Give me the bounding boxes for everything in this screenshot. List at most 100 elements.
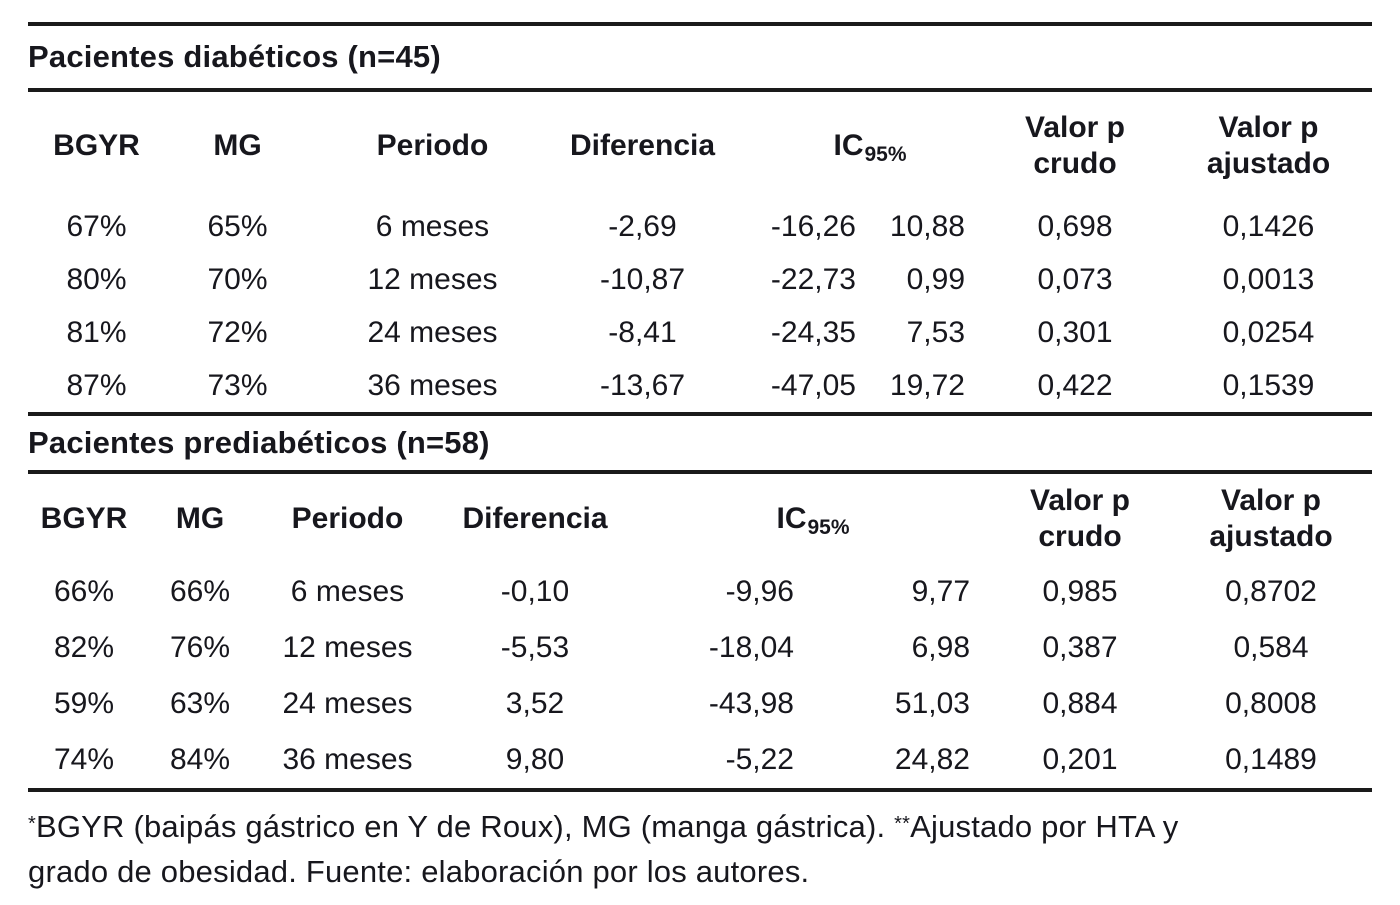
cell-ic-low: -9,96 [725, 575, 794, 608]
col-header-ic95: IC95% [730, 92, 985, 200]
cell-diferencia: 9,80 [505, 743, 565, 776]
footnote-text: Ajustado por HTA y [910, 809, 1179, 844]
prediabetic-patients-table: BGYR MG Periodo Diferencia IC95% Valor p… [28, 474, 1372, 788]
col-header-diferencia: Diferencia [462, 502, 608, 535]
section-title-text: Pacientes prediabéticos (n=58) [28, 425, 490, 460]
cell-ic-low: -47,05 [770, 368, 856, 402]
cell-ic-high: 24,82 [894, 743, 970, 776]
section-title-prediabetic: Pacientes prediabéticos (n=58) [28, 416, 1372, 470]
cell-p-ajustado: 0,0013 [1222, 262, 1315, 296]
cell-mg: 65% [207, 209, 268, 243]
cell-periodo: 24 meses [367, 315, 498, 349]
table-row: 87% 73% 36 meses -13,67 -47,05 19,72 0,4… [28, 359, 1372, 412]
table-row: 66% 66% 6 meses -0,10 -9,96 9,77 0,985 0… [28, 564, 1372, 620]
cell-p-ajustado: 0,0254 [1222, 315, 1315, 349]
cell-ic-high: 7,53 [906, 315, 965, 349]
cell-ic-low: -43,98 [708, 687, 794, 720]
cell-bgyr: 82% [53, 631, 115, 664]
cell-p-ajustado: 0,1539 [1222, 368, 1315, 402]
table-row: 81% 72% 24 meses -8,41 -24,35 7,53 0,301… [28, 306, 1372, 359]
p-crudo-line2: crudo [1038, 520, 1122, 553]
table-row: 82% 76% 12 meses -5,53 -18,04 6,98 0,387… [28, 620, 1372, 676]
cell-bgyr: 59% [53, 687, 115, 720]
col-header-mg: MG [213, 129, 262, 162]
cell-periodo: 24 meses [282, 687, 413, 720]
cell-periodo: 36 meses [367, 368, 498, 402]
cell-periodo: 6 meses [290, 575, 405, 608]
cell-p-ajustado: 0,8702 [1225, 575, 1317, 608]
cell-p-crudo: 0,201 [1042, 743, 1118, 776]
cell-diferencia: -0,10 [500, 575, 570, 608]
cell-bgyr: 66% [53, 575, 115, 608]
table-row: 74% 84% 36 meses 9,80 -5,22 24,82 0,201 … [28, 732, 1372, 788]
cell-diferencia: -13,67 [599, 368, 686, 402]
top-rule [28, 22, 1372, 26]
col-header-bgyr: BGYR [53, 129, 140, 162]
col-header-p-ajustado: Valor p ajustado [1165, 92, 1372, 200]
cell-p-ajustado: 0,8008 [1225, 687, 1317, 720]
col-header-bgyr: BGYR [40, 502, 128, 535]
ic-subscript: 95% [807, 516, 850, 539]
p-crudo-line1: Valor p [1029, 484, 1131, 517]
p-crudo-line1: Valor p [1024, 111, 1126, 144]
col-header-diferencia: Diferencia [569, 129, 716, 162]
cell-bgyr: 67% [66, 209, 127, 243]
divider-rule [28, 88, 1372, 92]
table-row: 59% 63% 24 meses 3,52 -43,98 51,03 0,884… [28, 676, 1372, 732]
cell-ic-high: 0,99 [906, 262, 965, 296]
col-header-ic95: IC95% [635, 474, 990, 564]
bottom-rule [28, 788, 1372, 792]
header-row: BGYR MG Periodo Diferencia IC95% Valor p… [28, 474, 1372, 564]
cell-diferencia: -10,87 [599, 262, 686, 296]
table-row: 80% 70% 12 meses -10,87 -22,73 0,99 0,07… [28, 253, 1372, 306]
cell-ic-low: -22,73 [770, 262, 856, 296]
cell-mg: 66% [169, 575, 231, 608]
cell-diferencia: -8,41 [608, 315, 677, 349]
col-header-p-crudo: Valor p crudo [990, 474, 1170, 564]
col-header-mg: MG [175, 502, 225, 535]
cell-p-crudo: 0,698 [1037, 209, 1113, 243]
cell-ic-low: -5,22 [725, 743, 794, 776]
cell-mg: 84% [169, 743, 231, 776]
cell-ic-low: -18,04 [708, 631, 794, 664]
col-header-periodo: Periodo [376, 129, 489, 162]
ic-label: IC [776, 502, 807, 535]
table-row: 67% 65% 6 meses -2,69 -16,26 10,88 0,698… [28, 200, 1372, 253]
cell-mg: 63% [169, 687, 231, 720]
divider-rule [28, 470, 1372, 474]
cell-ic-high: 19,72 [889, 368, 965, 402]
cell-bgyr: 81% [66, 315, 127, 349]
cell-bgyr: 80% [66, 262, 127, 296]
ic-label: IC [833, 129, 864, 162]
p-ajustado-line2: ajustado [1209, 520, 1333, 553]
header-row: BGYR MG Periodo Diferencia IC95% Valor p… [28, 92, 1372, 200]
cell-p-crudo: 0,884 [1042, 687, 1118, 720]
footnote: *BGYR (baipás gástrico en Y de Roux), MG… [28, 804, 1372, 894]
cell-periodo: 36 meses [282, 743, 413, 776]
cell-mg: 76% [169, 631, 231, 664]
footnote-marker: * [28, 813, 36, 835]
p-ajustado-line1: Valor p [1218, 111, 1319, 144]
footnote-marker: ** [894, 813, 911, 835]
cell-ic-high: 9,77 [911, 575, 970, 608]
col-header-p-crudo: Valor p crudo [985, 92, 1165, 200]
p-ajustado-line1: Valor p [1220, 484, 1322, 517]
ic-subscript: 95% [864, 143, 907, 166]
cell-diferencia: -5,53 [500, 631, 570, 664]
cell-ic-low: -24,35 [770, 315, 856, 349]
cell-ic-high: 6,98 [911, 631, 970, 664]
cell-periodo: 12 meses [282, 631, 413, 664]
cell-p-ajustado: 0,584 [1233, 631, 1309, 664]
cell-p-ajustado: 0,1489 [1225, 743, 1317, 776]
document-sheet: Pacientes diabéticos (n=45) BGYR MG Peri… [0, 22, 1400, 905]
cell-diferencia: 3,52 [505, 687, 565, 720]
cell-p-ajustado: 0,1426 [1222, 209, 1315, 243]
col-header-periodo: Periodo [291, 502, 404, 535]
p-ajustado-line2: ajustado [1206, 147, 1331, 180]
diabetic-patients-table: BGYR MG Periodo Diferencia IC95% Valor p… [28, 92, 1372, 412]
cell-ic-high: 51,03 [894, 687, 970, 720]
cell-p-crudo: 0,422 [1037, 368, 1113, 402]
section-title-diabetic: Pacientes diabéticos (n=45) [28, 26, 1372, 88]
cell-ic-low: -16,26 [770, 209, 856, 243]
cell-bgyr: 74% [53, 743, 115, 776]
